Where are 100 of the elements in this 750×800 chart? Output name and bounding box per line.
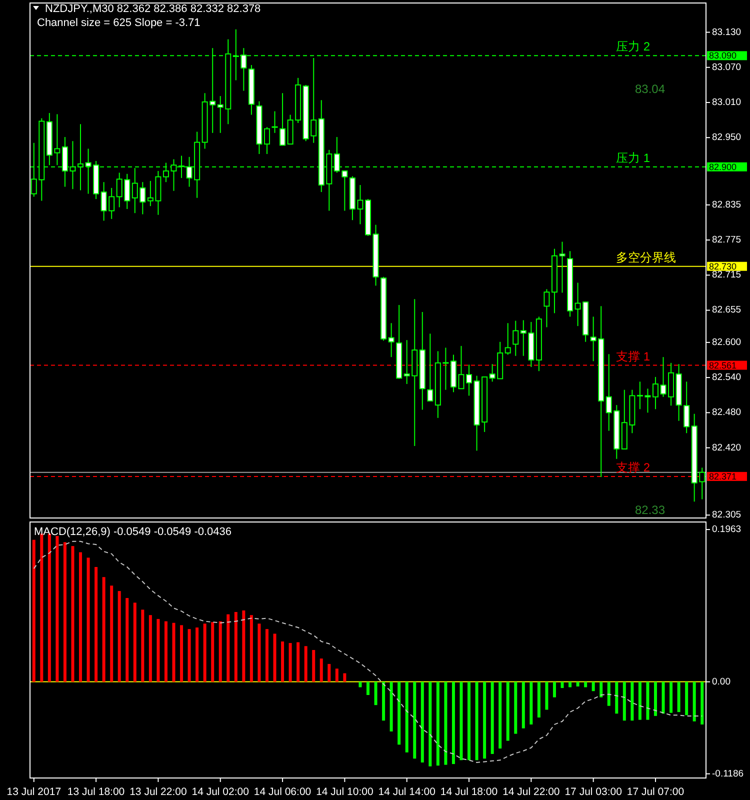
x-tick-label: 14 Jul 02:00 (192, 786, 250, 798)
bar (328, 664, 331, 682)
ref-line-label: 支撑 2 (616, 460, 650, 474)
bar (304, 646, 308, 682)
ref-line-label: 支撑 1 (616, 349, 650, 364)
bar (188, 629, 191, 682)
candlestick (427, 333, 434, 402)
bar (273, 634, 276, 682)
y-tick-label: 82.775 (712, 234, 742, 246)
x-tick-label: 14 Jul 22:00 (502, 786, 560, 798)
bar (506, 682, 510, 741)
line-series (33, 540, 703, 763)
bar (677, 682, 680, 712)
y-tick-label: 0.1963 (712, 524, 742, 536)
candlestick (652, 376, 658, 410)
y-tick-label: 0.00 (712, 676, 730, 688)
bar (592, 682, 595, 692)
candlestick (504, 322, 511, 356)
annotation: 83.04 (634, 82, 666, 96)
ref-line-label: 压力 1 (616, 150, 650, 165)
bar (638, 682, 642, 720)
bar (180, 625, 184, 682)
x-tick-label: 14 Jul 14:00 (378, 786, 436, 798)
bar (576, 682, 580, 686)
bar (452, 682, 455, 764)
bar (63, 542, 66, 682)
bar (126, 598, 129, 682)
bar (288, 643, 292, 682)
bar (234, 612, 238, 682)
x-tick-label: 13 Jul 22:00 (130, 786, 187, 798)
text: 82.371 (709, 471, 737, 482)
bar (32, 540, 36, 682)
bar (312, 650, 316, 682)
bar (490, 682, 494, 754)
y-tick-label: 82.655 (712, 304, 742, 316)
bar (250, 615, 253, 682)
bar (56, 536, 59, 682)
bar (584, 682, 588, 688)
y-tick-label: 82.600 (712, 336, 742, 348)
bar (71, 546, 74, 682)
bar (420, 682, 424, 762)
bar (141, 610, 144, 682)
candlestick (559, 241, 566, 294)
bar (196, 628, 199, 682)
bar (630, 682, 634, 721)
bar (545, 682, 548, 710)
candlestick (512, 320, 519, 356)
bar (382, 682, 386, 721)
bar (390, 682, 393, 732)
bar (654, 682, 657, 716)
candlestick (544, 288, 550, 328)
bar (118, 591, 121, 682)
bar (522, 682, 525, 728)
bar (156, 618, 160, 682)
bar (398, 682, 401, 745)
bar (483, 682, 486, 759)
bar (343, 673, 346, 682)
bar (498, 682, 502, 749)
bar (358, 682, 362, 688)
bar (475, 682, 478, 760)
bar (560, 682, 564, 688)
bar (530, 682, 533, 724)
bar (133, 602, 136, 682)
bar (79, 552, 82, 682)
text: 83.090 (709, 50, 737, 61)
bar (320, 658, 323, 682)
y-tick-label: 83.130 (712, 26, 742, 38)
x-tick-label: 17 Jul 03:00 (564, 786, 622, 798)
y-tick-label: 83.010 (712, 96, 742, 108)
x-tick-label: 13 Jul 2017 (6, 786, 62, 798)
bar (172, 622, 176, 682)
bar (468, 682, 471, 760)
bar (615, 682, 618, 714)
bar (685, 682, 688, 716)
bar (444, 682, 448, 765)
bar (537, 682, 540, 718)
bar (662, 682, 665, 714)
annotation: 82.33 (634, 503, 666, 517)
bar (700, 682, 704, 724)
x-tick-label: 14 Jul 06:00 (254, 786, 312, 798)
candlestick (280, 92, 286, 146)
bar (258, 624, 261, 682)
y-tick-label: 82.950 (712, 132, 742, 144)
text: 82.730 (709, 261, 737, 272)
x-tick-label: 17 Jul 07:00 (626, 786, 684, 798)
y-tick-label: 82.305 (712, 510, 742, 521)
x-tick-label: 14 Jul 10:00 (316, 786, 374, 798)
chart-title: MACD(12,26,9) -0.0549 -0.0549 -0.0436 (34, 526, 232, 538)
bar (568, 682, 572, 688)
bar (211, 622, 214, 682)
bar (646, 682, 650, 720)
candlestick (271, 110, 279, 134)
ref-line-label: 多空分界线 (616, 250, 676, 264)
bar (514, 682, 518, 734)
bar (203, 624, 206, 682)
candlestick (466, 364, 472, 396)
bar (460, 682, 463, 760)
text: Channel size = 625 Slope = -3.71 (37, 17, 200, 29)
y-tick-label: 82.480 (712, 407, 742, 418)
text: 82.900 (709, 162, 737, 172)
